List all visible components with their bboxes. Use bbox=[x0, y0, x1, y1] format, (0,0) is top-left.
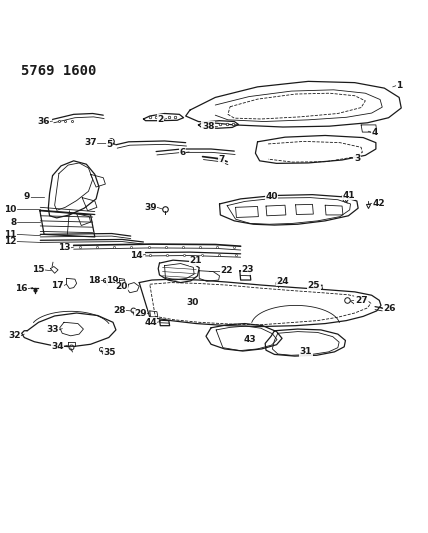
Text: 25: 25 bbox=[308, 281, 320, 290]
Text: 42: 42 bbox=[372, 199, 385, 207]
Text: 41: 41 bbox=[342, 191, 355, 200]
Text: 29: 29 bbox=[134, 309, 147, 318]
Text: 33: 33 bbox=[46, 326, 59, 334]
Text: 5: 5 bbox=[107, 140, 113, 149]
Text: 40: 40 bbox=[265, 192, 278, 201]
Text: 28: 28 bbox=[113, 306, 126, 315]
Text: 38: 38 bbox=[202, 122, 214, 131]
Text: 32: 32 bbox=[8, 332, 21, 340]
Text: 11: 11 bbox=[4, 230, 17, 239]
Text: 15: 15 bbox=[32, 265, 44, 274]
Text: 1: 1 bbox=[396, 81, 402, 90]
Text: 23: 23 bbox=[241, 265, 254, 274]
Text: 44: 44 bbox=[144, 318, 157, 327]
Text: 20: 20 bbox=[115, 282, 128, 292]
Text: 8: 8 bbox=[10, 217, 17, 227]
Text: 30: 30 bbox=[187, 297, 199, 306]
Text: 43: 43 bbox=[244, 335, 257, 344]
Text: 14: 14 bbox=[130, 251, 143, 260]
Text: 5769 1600: 5769 1600 bbox=[21, 64, 96, 78]
Text: 2: 2 bbox=[158, 115, 163, 124]
Text: 22: 22 bbox=[220, 266, 233, 275]
Text: 13: 13 bbox=[58, 244, 71, 253]
Text: 9: 9 bbox=[24, 192, 30, 201]
Text: 10: 10 bbox=[4, 205, 17, 214]
Text: 36: 36 bbox=[37, 117, 50, 126]
Text: 4: 4 bbox=[372, 128, 378, 137]
Text: 27: 27 bbox=[355, 296, 367, 305]
Text: 24: 24 bbox=[276, 277, 289, 286]
Text: 37: 37 bbox=[84, 138, 97, 147]
Text: 19: 19 bbox=[106, 277, 119, 285]
Text: 31: 31 bbox=[300, 348, 312, 357]
Text: 6: 6 bbox=[179, 148, 186, 157]
Text: 16: 16 bbox=[15, 285, 27, 293]
Text: 18: 18 bbox=[88, 276, 100, 285]
Text: 21: 21 bbox=[189, 256, 202, 265]
Text: 17: 17 bbox=[51, 281, 64, 290]
Text: 3: 3 bbox=[354, 154, 360, 163]
Text: 26: 26 bbox=[383, 304, 396, 313]
Text: 7: 7 bbox=[219, 155, 225, 164]
Text: 12: 12 bbox=[4, 237, 17, 246]
Text: 34: 34 bbox=[51, 342, 64, 351]
Text: 35: 35 bbox=[104, 348, 116, 357]
Text: 39: 39 bbox=[144, 203, 157, 212]
